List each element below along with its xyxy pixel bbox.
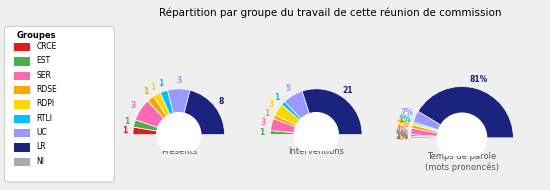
Wedge shape bbox=[134, 120, 179, 135]
Wedge shape bbox=[148, 96, 179, 135]
Text: 8: 8 bbox=[219, 97, 224, 106]
Text: 3: 3 bbox=[131, 101, 136, 110]
Bar bbox=[14, 72, 30, 80]
Text: Interventions: Interventions bbox=[288, 147, 344, 157]
Wedge shape bbox=[282, 101, 316, 135]
Text: 7%: 7% bbox=[400, 108, 414, 117]
Text: LR: LR bbox=[36, 142, 46, 151]
Wedge shape bbox=[168, 89, 190, 135]
Text: Temps de parole
(mots prononcés): Temps de parole (mots prononcés) bbox=[425, 152, 499, 172]
Wedge shape bbox=[411, 128, 462, 138]
Text: 3: 3 bbox=[261, 118, 266, 127]
Text: RDPI: RDPI bbox=[36, 99, 54, 108]
Text: 1%: 1% bbox=[395, 130, 408, 139]
Text: CRCE: CRCE bbox=[36, 42, 57, 51]
Wedge shape bbox=[418, 86, 513, 138]
Text: EST: EST bbox=[36, 56, 51, 65]
Text: UC: UC bbox=[36, 128, 47, 137]
Bar bbox=[14, 86, 30, 94]
Text: 1: 1 bbox=[122, 126, 128, 135]
Text: 3: 3 bbox=[176, 76, 182, 85]
Wedge shape bbox=[302, 89, 362, 135]
Wedge shape bbox=[284, 91, 316, 135]
Wedge shape bbox=[161, 90, 179, 135]
Wedge shape bbox=[413, 122, 462, 138]
Bar bbox=[14, 158, 30, 166]
Bar bbox=[14, 143, 30, 151]
Wedge shape bbox=[412, 123, 462, 138]
Wedge shape bbox=[135, 101, 179, 135]
Wedge shape bbox=[271, 131, 316, 135]
Text: 1: 1 bbox=[158, 79, 164, 88]
Text: 1: 1 bbox=[124, 117, 129, 126]
Wedge shape bbox=[271, 119, 316, 135]
Text: Groupes: Groupes bbox=[16, 31, 56, 40]
Text: 1%: 1% bbox=[398, 115, 411, 124]
Text: 1: 1 bbox=[264, 109, 269, 118]
Text: 2%: 2% bbox=[397, 120, 409, 129]
FancyBboxPatch shape bbox=[4, 26, 114, 182]
Text: 5: 5 bbox=[286, 84, 291, 93]
Wedge shape bbox=[273, 115, 316, 135]
Wedge shape bbox=[411, 135, 462, 138]
Text: SER: SER bbox=[36, 70, 51, 80]
Circle shape bbox=[294, 113, 338, 157]
Text: RDSE: RDSE bbox=[36, 85, 57, 94]
Wedge shape bbox=[411, 136, 462, 138]
Text: 81%: 81% bbox=[469, 75, 487, 84]
Bar bbox=[14, 101, 30, 108]
Wedge shape bbox=[411, 125, 462, 138]
Wedge shape bbox=[133, 127, 179, 135]
Wedge shape bbox=[275, 105, 316, 135]
Bar bbox=[14, 57, 30, 66]
Bar bbox=[14, 115, 30, 123]
Text: 1%: 1% bbox=[395, 132, 408, 141]
Text: 1: 1 bbox=[274, 93, 280, 102]
Text: 1%: 1% bbox=[397, 117, 410, 126]
Wedge shape bbox=[413, 111, 462, 138]
Circle shape bbox=[157, 113, 201, 157]
Text: Répartition par groupe du travail de cette réunion de commission: Répartition par groupe du travail de cet… bbox=[159, 8, 501, 18]
Text: 1: 1 bbox=[260, 128, 265, 137]
Text: 3: 3 bbox=[268, 100, 274, 109]
Bar bbox=[14, 43, 30, 51]
Wedge shape bbox=[153, 93, 179, 135]
Text: 1: 1 bbox=[150, 83, 156, 92]
Text: 1: 1 bbox=[143, 87, 148, 97]
Wedge shape bbox=[179, 90, 224, 135]
Text: 21: 21 bbox=[343, 86, 353, 95]
Text: RTLI: RTLI bbox=[36, 113, 52, 123]
Text: Présents: Présents bbox=[161, 147, 197, 157]
Bar bbox=[14, 129, 30, 137]
Circle shape bbox=[437, 113, 487, 162]
Text: NI: NI bbox=[36, 157, 45, 165]
Text: 4%: 4% bbox=[395, 126, 408, 135]
